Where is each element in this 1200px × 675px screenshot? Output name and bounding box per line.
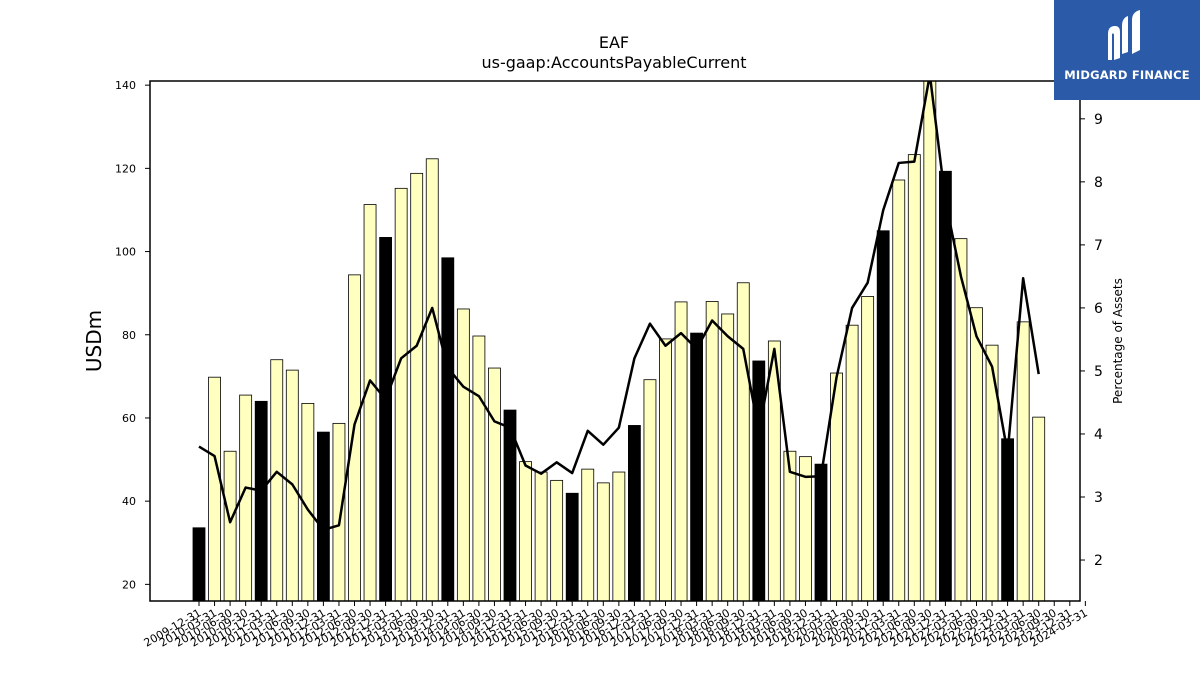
bar-2016-12-31 <box>628 425 641 601</box>
y2-tick-label: 9 <box>1094 112 1103 128</box>
y-tick-label: 60 <box>122 412 136 425</box>
bar-2017-03-31 <box>643 379 657 601</box>
bar-2009-12-31 <box>192 527 206 601</box>
bar-2014-09-30 <box>488 367 501 601</box>
bar-2021-06-30 <box>907 154 921 601</box>
y2-tick-label: 3 <box>1094 490 1103 506</box>
y2-tick-label: 5 <box>1094 364 1103 380</box>
bar-2018-03-31 <box>705 301 719 601</box>
bar-2022-06-30 <box>970 307 983 601</box>
bar-2014-12-31 <box>503 409 517 601</box>
bar-2019-12-31 <box>814 463 828 601</box>
y-tick-label: 120 <box>115 162 136 175</box>
bar-2012-12-31 <box>379 237 393 601</box>
bar-2014-03-31 <box>456 308 470 601</box>
bar-2018-12-31 <box>752 360 766 601</box>
bar-2017-09-30 <box>674 301 688 601</box>
bar-2013-09-30 <box>425 158 439 601</box>
bar-2021-12-31 <box>939 170 952 601</box>
bar-2015-09-30 <box>550 479 564 601</box>
bar-2012-03-31 <box>332 422 346 601</box>
bar-2014-06-30 <box>472 335 486 601</box>
y2-tick-label: 8 <box>1094 175 1103 191</box>
y2-tick-label: 4 <box>1094 427 1103 443</box>
plot-area: 20406080100120140234567892009-12-312010-… <box>115 79 1103 649</box>
y2-tick-label: 2 <box>1094 553 1103 569</box>
bar-2023-03-31 <box>1016 321 1030 601</box>
bar-2018-06-30 <box>721 313 735 601</box>
chart-title: EAF <box>599 33 629 52</box>
bar-2020-12-31 <box>876 230 890 601</box>
bar-2018-09-30 <box>736 282 750 601</box>
bar-2021-09-30 <box>923 81 937 601</box>
y2-tick-label: 7 <box>1094 238 1103 254</box>
midgard-logo-icon <box>1108 10 1140 60</box>
bar-series <box>192 81 1046 601</box>
bar-2019-09-30 <box>799 456 812 601</box>
y-tick-label: 100 <box>115 246 136 259</box>
bar-2020-09-30 <box>861 296 875 601</box>
brand-logo: MIDGARD FINANCE <box>1054 0 1200 100</box>
bar-2010-12-31 <box>254 400 268 601</box>
bar-2010-03-31 <box>208 376 221 601</box>
brand-name: MIDGARD FINANCE <box>1064 68 1190 82</box>
y-tick-label: 40 <box>122 495 136 508</box>
y-tick-label: 80 <box>122 329 136 342</box>
y2-tick-label: 6 <box>1094 301 1103 317</box>
bar-2022-03-31 <box>954 238 968 601</box>
bar-2016-03-31 <box>581 468 595 601</box>
bar-2021-03-31 <box>892 179 906 601</box>
bar-2013-06-30 <box>410 172 424 601</box>
bar-2017-06-30 <box>659 338 672 601</box>
plot-frame <box>149 80 1081 602</box>
bar-2015-06-30 <box>534 471 548 601</box>
bar-2022-09-30 <box>985 344 999 601</box>
y-tick-label: 20 <box>122 578 136 591</box>
bar-2011-03-31 <box>270 359 284 601</box>
bar-2020-06-30 <box>845 324 859 601</box>
bar-2010-06-30 <box>223 450 237 601</box>
bar-2017-12-31 <box>690 332 703 601</box>
bar-2015-03-31 <box>519 461 532 601</box>
y-tick-label: 140 <box>115 79 136 92</box>
y2-axis-label: Percentage of Assets <box>1111 278 1125 404</box>
y-axis-label: USDm <box>82 310 106 372</box>
bar-2012-09-30 <box>363 204 377 601</box>
bar-2013-12-31 <box>441 257 455 601</box>
pct-assets-line <box>198 81 1040 532</box>
bar-2012-06-30 <box>348 274 361 601</box>
bar-2023-06-30 <box>1032 416 1046 601</box>
bar-2016-06-30 <box>596 482 610 601</box>
bar-2016-09-30 <box>612 471 626 601</box>
bar-2019-03-31 <box>767 340 781 601</box>
chart-subtitle: us-gaap:AccountsPayableCurrent <box>481 53 746 72</box>
bar-2015-12-31 <box>565 492 579 601</box>
bar-2013-03-31 <box>394 187 408 601</box>
bar-2022-12-31 <box>1001 438 1014 601</box>
bar-2011-12-31 <box>316 431 330 601</box>
